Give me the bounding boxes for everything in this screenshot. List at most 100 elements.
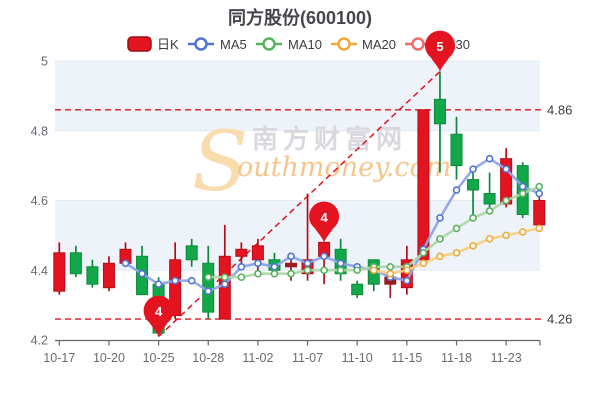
- ma5-marker: [171, 276, 179, 285]
- ma10-marker: [221, 273, 229, 282]
- legend-label: MA10: [288, 37, 322, 52]
- ma20-marker: [403, 266, 411, 275]
- candlestick: [450, 133, 463, 167]
- ma10-marker: [254, 269, 262, 278]
- x-axis-label: 10-28: [192, 351, 224, 365]
- balloon-number: 4: [320, 210, 328, 225]
- candlestick: [467, 179, 480, 191]
- annotation-balloons: 4 4 5: [143, 30, 455, 337]
- legend-item-ma20[interactable]: MA20: [331, 37, 396, 52]
- legend-item-ma10[interactable]: MA10: [256, 37, 322, 52]
- ref-line-label: 4.86: [547, 102, 572, 117]
- ma5-marker: [154, 280, 163, 289]
- candlestick: [533, 200, 546, 226]
- x-axis-label: 10-17: [43, 351, 75, 365]
- ma5-marker: [403, 276, 411, 285]
- ma5-marker: [452, 186, 461, 194]
- x-axis-label: 11-18: [441, 351, 472, 365]
- ma5-marker: [254, 259, 262, 268]
- ref-line-label: 4.26: [547, 312, 572, 327]
- marker-balloon: 5: [425, 30, 455, 72]
- ma30-marker-icon: [411, 37, 425, 51]
- marker-balloon: 4: [309, 201, 340, 243]
- plot-background: [55, 60, 540, 271]
- ma5-line: [121, 154, 544, 295]
- balloon-number: 5: [436, 39, 443, 54]
- ma20-marker: [419, 259, 428, 268]
- ma20-marker: [502, 231, 510, 240]
- y-axis-label: 5: [41, 55, 48, 69]
- watermark: S 南方财富网 outhmoney.com: [192, 115, 451, 210]
- balloon-number: 4: [155, 304, 163, 319]
- ma20-marker: [369, 266, 378, 275]
- ma10-marker: [336, 266, 345, 275]
- ma10-marker: [204, 273, 213, 282]
- balloon-pin-icon: [309, 201, 340, 243]
- x-axis-label: 11-10: [342, 351, 373, 365]
- ma10-marker: [518, 189, 527, 198]
- candlestick: [433, 98, 446, 125]
- ma20-marker: [469, 242, 477, 250]
- candlestick: [483, 193, 496, 205]
- y-axis-label: 4.4: [31, 264, 48, 278]
- candlestick: [69, 252, 82, 275]
- ma20-marker: [518, 228, 527, 236]
- balloon-pin-icon: [425, 30, 455, 72]
- watermark-cn: 南方财富网: [252, 124, 407, 154]
- watermark-s: S: [192, 115, 248, 210]
- ma20-marker: [485, 235, 494, 243]
- ma10-marker: [419, 249, 428, 257]
- y-axis-label: 4.2: [31, 334, 48, 348]
- ma5-marker: [287, 252, 295, 261]
- dayk-swatch-icon: [127, 36, 152, 52]
- ma5-marker: [221, 280, 229, 289]
- legend-label: MA20: [362, 37, 396, 52]
- ma5-marker: [502, 165, 510, 173]
- ma10-marker: [485, 207, 494, 215]
- candlestick: [53, 252, 66, 292]
- ma5-marker: [485, 154, 494, 163]
- candlestick: [251, 245, 264, 261]
- x-axis-label: 10-20: [93, 351, 125, 365]
- x-axis-label: 10-25: [143, 351, 175, 365]
- ma5-marker: [204, 287, 213, 295]
- ma10-marker: [452, 224, 461, 233]
- legend-label: MA5: [220, 37, 247, 52]
- candlestick: [185, 245, 198, 261]
- grid-band: [55, 61, 540, 131]
- ma5-marker: [237, 262, 246, 271]
- ma5-marker: [469, 165, 477, 173]
- candlestick: [86, 266, 99, 285]
- plot-area: 4.86 4.26 10-17 10-20 10-25 10-28 11-02 11-07 11…: [31, 55, 573, 366]
- legend-item-ma5[interactable]: MA5: [188, 37, 247, 52]
- ma5-marker: [303, 259, 312, 268]
- ma10-marker: [237, 273, 246, 282]
- ma20-marker: [452, 249, 461, 257]
- ma10-marker: [469, 214, 477, 222]
- ma20-marker: [535, 224, 544, 233]
- watermark-en: outhmoney.com: [237, 152, 451, 183]
- candlestick: [169, 259, 182, 317]
- chart-legend: 日K MA5 MA10 MA20 MA30: [127, 36, 470, 52]
- y-axis-label: 4.8: [31, 124, 48, 138]
- balloon-pin-icon: [143, 295, 174, 337]
- ma10-marker: [436, 235, 444, 243]
- ma10-marker: [320, 266, 328, 275]
- ma10-marker: [287, 269, 295, 278]
- ma5-marker: [436, 214, 444, 222]
- ma5-marker: [187, 276, 196, 285]
- legend-item-dayk[interactable]: 日K: [127, 36, 179, 52]
- ma10-marker-icon: [262, 37, 276, 51]
- ma20-marker: [436, 252, 444, 261]
- page-title: 同方股份(600100): [228, 7, 372, 28]
- x-axis-label: 11-23: [491, 351, 522, 365]
- candlestick: [102, 262, 115, 289]
- ma20-line: [369, 224, 544, 278]
- ma5-marker: [270, 262, 279, 271]
- ma5-marker: [320, 252, 328, 261]
- ma10-marker: [303, 266, 312, 275]
- marker-balloon: 4: [143, 295, 174, 337]
- ma10-marker: [353, 266, 362, 275]
- x-axis-label: 11-02: [242, 351, 273, 365]
